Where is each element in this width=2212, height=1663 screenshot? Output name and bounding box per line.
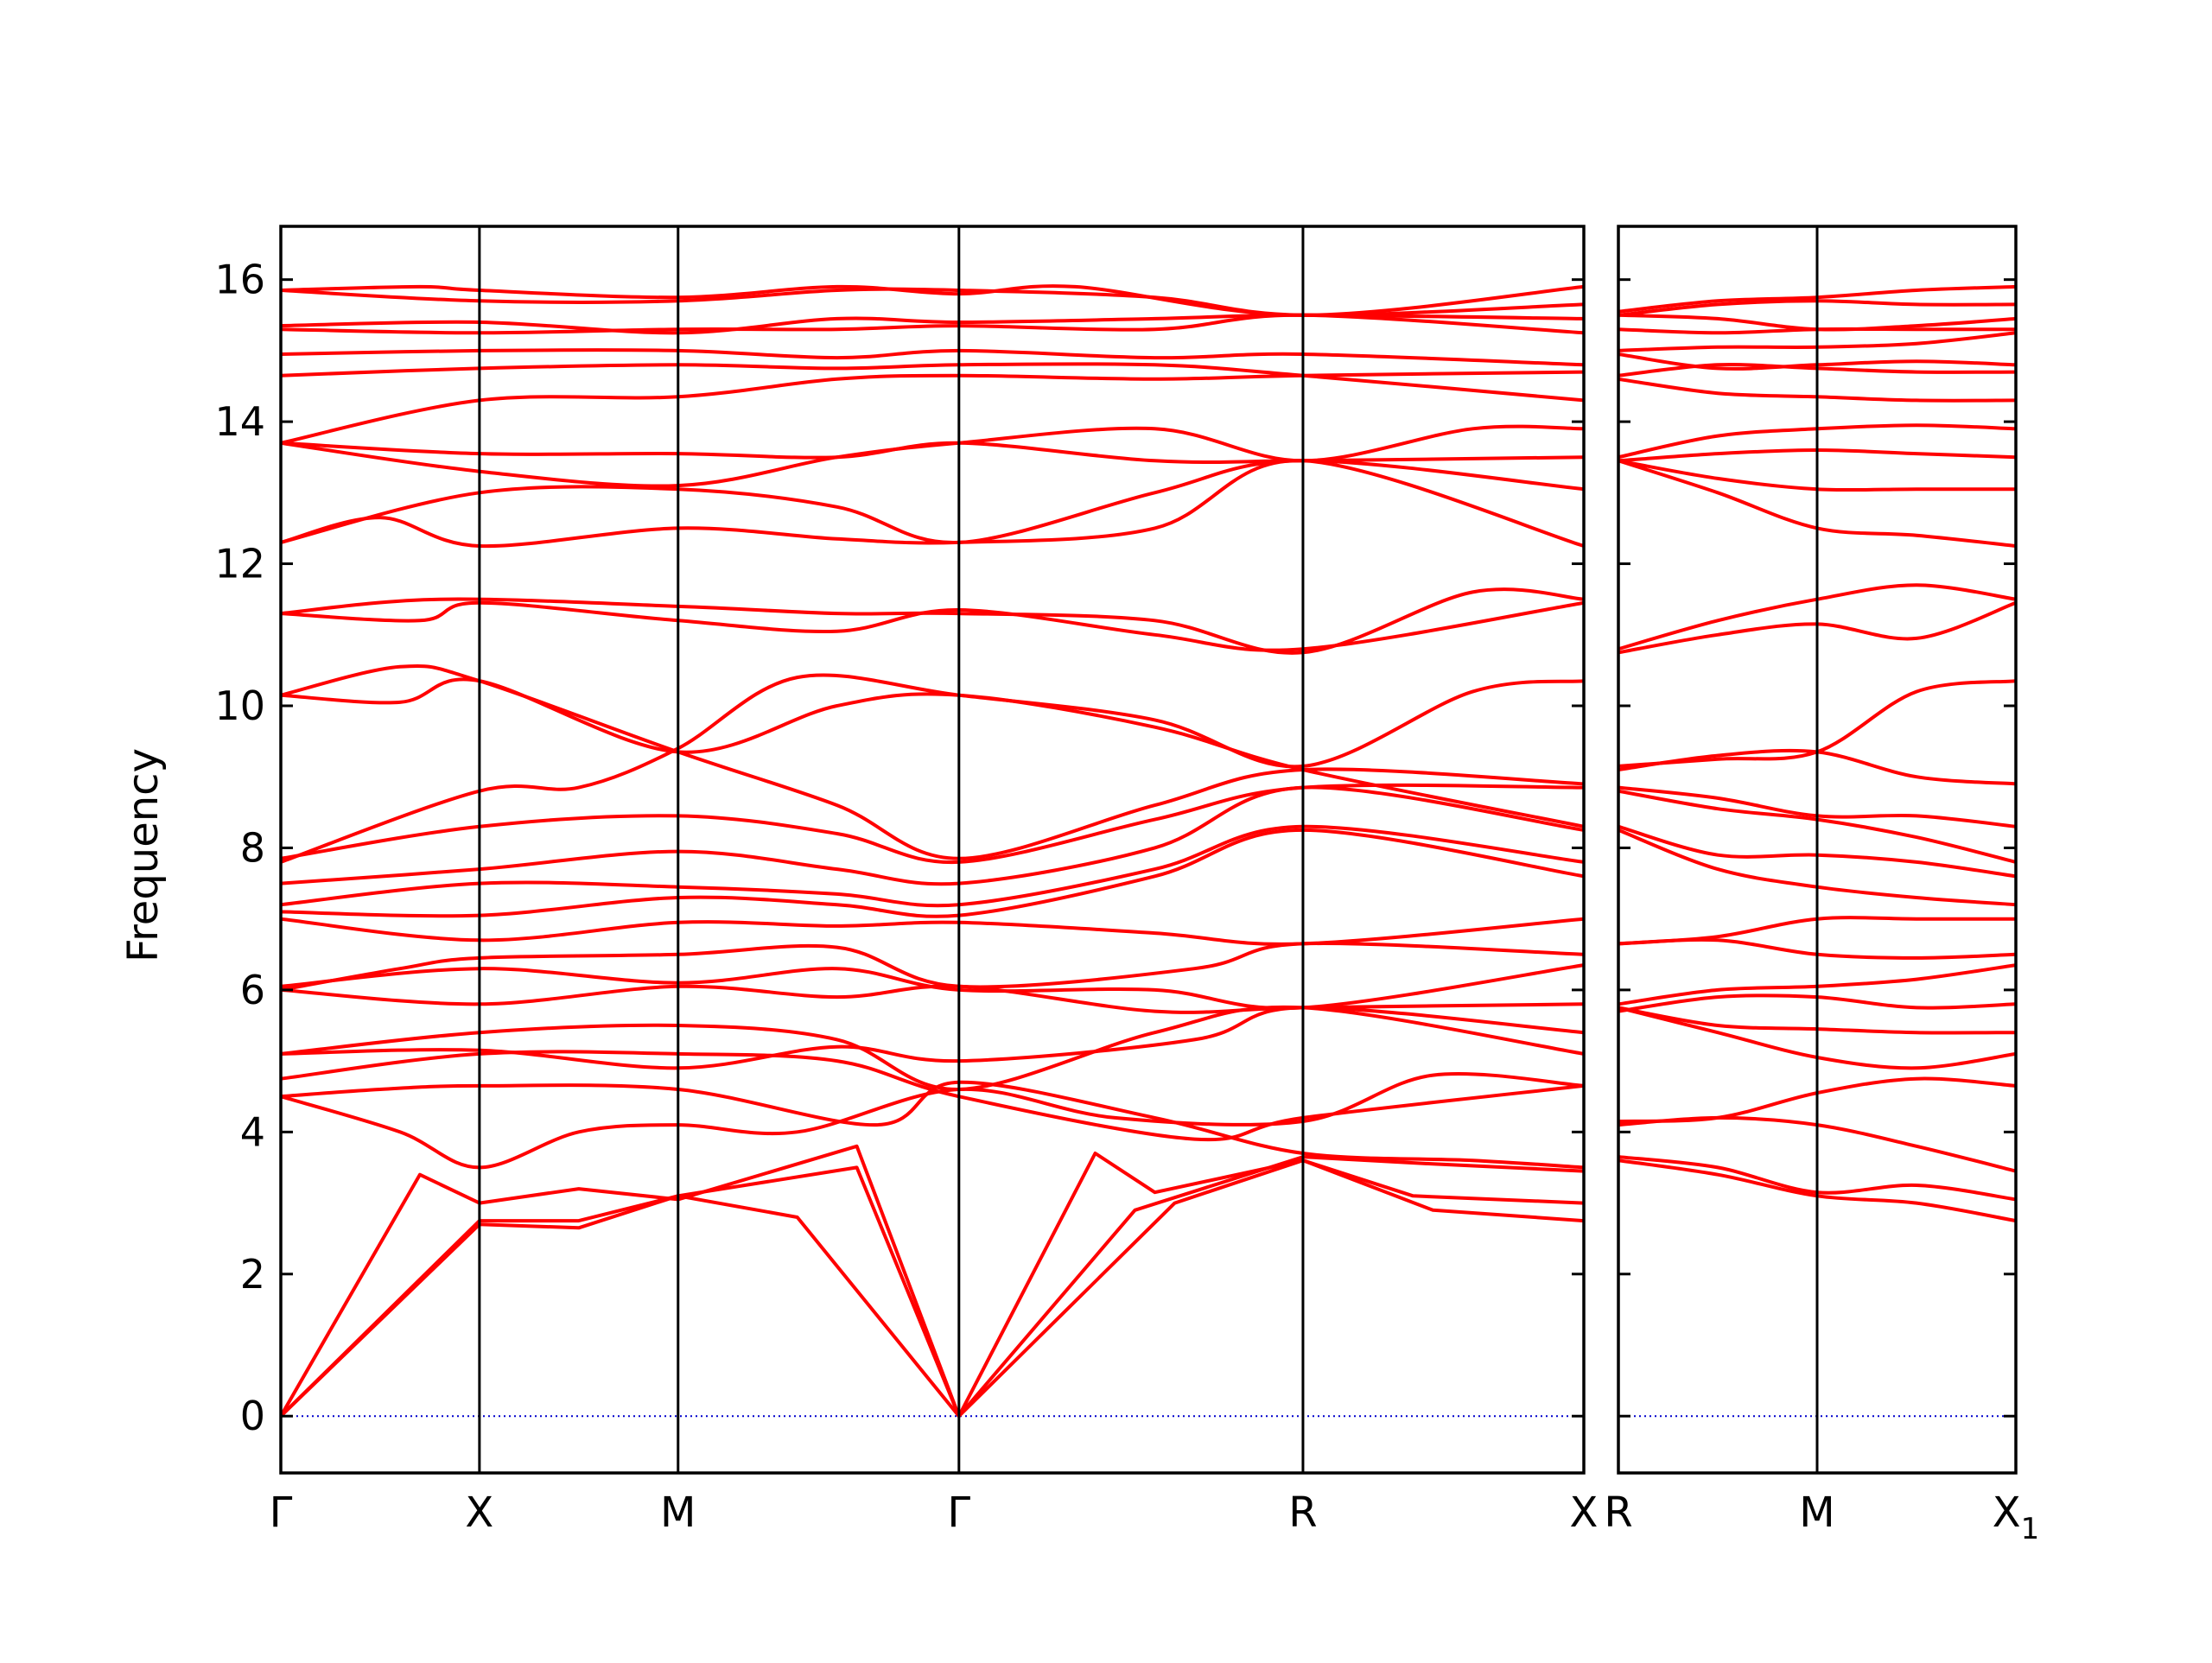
left-band-14 <box>281 917 1584 946</box>
left-xtick-label-1: X <box>465 1488 493 1537</box>
left-axes-frame <box>279 225 1586 1475</box>
left-bands <box>281 284 1584 1419</box>
ytick-label-6: 12 <box>214 541 265 587</box>
left-xtick-label-3: Γ <box>947 1488 970 1537</box>
left-band-22 <box>281 587 1584 655</box>
right-xtick-label-1: M <box>1799 1488 1834 1537</box>
right-panel: R M X1 <box>1604 225 2040 1546</box>
left-band-13 <box>281 942 1584 992</box>
ytick-label-2: 4 <box>240 1108 265 1155</box>
left-band-3 <box>957 1152 1584 1419</box>
right-xtick-label-2: X1 <box>1993 1488 2040 1546</box>
left-band-0 <box>281 1144 961 1419</box>
ytick-label-5: 10 <box>214 682 265 729</box>
ytick-label-8: 16 <box>214 257 265 303</box>
ytick-label-0: 0 <box>240 1393 265 1439</box>
y-axis-label: Frequency <box>119 748 168 962</box>
left-band-9 <box>281 1005 1584 1092</box>
right-axes-frame <box>1617 225 2018 1475</box>
left-band-15 <box>281 828 1584 918</box>
left-band-2 <box>281 1194 961 1419</box>
right-xtick-label-sub-2: 1 <box>2021 1512 2040 1546</box>
left-band-7 <box>281 1080 1584 1170</box>
left-band-21 <box>281 677 1584 828</box>
ytick-label-7: 14 <box>214 398 265 445</box>
left-band-24 <box>281 459 1584 544</box>
left-band-18 <box>281 783 1584 865</box>
left-band-19 <box>281 673 1584 864</box>
left-xtick-label-2: M <box>660 1488 696 1537</box>
left-band-31 <box>281 313 1584 335</box>
ytick-label-4: 8 <box>240 824 265 871</box>
left-panel: 0 2 4 6 8 10 12 14 16 Γ X M Γ R X <box>214 225 1599 1537</box>
left-xtick-label-5: X <box>1570 1488 1599 1537</box>
left-band-12 <box>281 963 1584 1011</box>
right-xtick-label-0: R <box>1604 1488 1632 1537</box>
left-band-4 <box>957 1155 1584 1419</box>
y-axis-label-group: Frequency <box>119 748 168 962</box>
ytick-label-1: 2 <box>240 1251 265 1298</box>
left-band-29 <box>281 362 1584 403</box>
left-xtick-label-4: R <box>1288 1488 1317 1537</box>
left-xtick-label-0: Γ <box>270 1488 293 1537</box>
left-band-17 <box>281 785 1584 886</box>
left-band-30 <box>281 348 1584 367</box>
left-band-8 <box>281 1050 1584 1142</box>
left-band-1 <box>281 1165 961 1419</box>
left-band-6 <box>281 1071 1584 1170</box>
left-band-25 <box>281 459 1584 549</box>
ytick-label-3: 6 <box>240 967 265 1013</box>
